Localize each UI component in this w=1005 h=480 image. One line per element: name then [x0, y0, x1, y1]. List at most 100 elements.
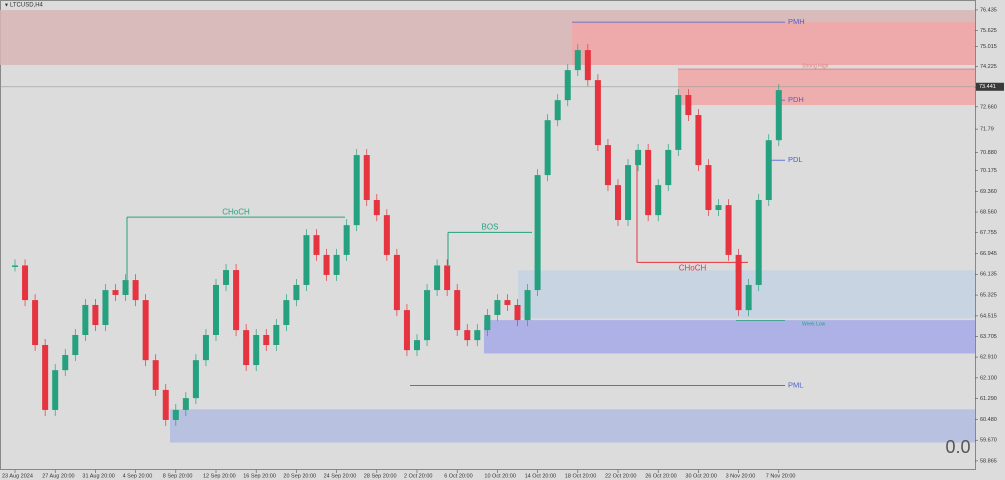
price-bar: [102, 290, 109, 325]
structure-label: CHoCH: [222, 207, 250, 216]
x-tick-label: 28 Sep 20:00: [364, 473, 397, 479]
price-bar: [675, 95, 682, 150]
x-tick-label: 2 Oct 20:00: [404, 473, 432, 479]
price-bar: [635, 149, 642, 166]
price-bar: [32, 300, 39, 346]
price-bar: [454, 290, 461, 331]
price-bar: [363, 155, 370, 200]
x-tick-label: 22 Oct 20:00: [605, 473, 637, 479]
price-bar: [444, 265, 451, 291]
price-bar: [434, 265, 441, 291]
current-price-label: 73.441: [979, 84, 996, 90]
price-bar: [705, 165, 712, 210]
x-tick-label: 26 Oct 20:00: [645, 473, 677, 479]
price-bar: [283, 300, 290, 325]
price-bar: [775, 90, 782, 141]
y-tick-label: 69.360: [980, 189, 997, 195]
price-bar: [223, 270, 230, 285]
y-tick-label: 71.79: [980, 127, 994, 133]
zone: [170, 409, 975, 443]
y-tick-label: 70.880: [980, 150, 997, 156]
price-bar: [584, 50, 591, 81]
indicator-value: 0.0: [945, 437, 970, 457]
current-price-box: [976, 82, 1004, 91]
x-tick-label: 24 Sep 20:00: [324, 473, 357, 479]
x-tick-label: 8 Sep 20:00: [163, 473, 193, 479]
x-tick-label: 27 Aug 20:00: [42, 473, 74, 479]
price-bar: [202, 334, 209, 361]
price-bar: [383, 215, 390, 255]
x-tick-label: 7 Nov 20:00: [766, 473, 796, 479]
price-bar: [494, 300, 501, 315]
y-tick-label: 66.135: [980, 272, 997, 278]
price-bar: [323, 254, 330, 275]
level-label: PDH: [788, 95, 804, 104]
price-bar: [52, 370, 59, 410]
price-bar: [765, 140, 772, 200]
level-label: PDL: [788, 155, 803, 164]
price-bar: [524, 290, 531, 321]
zone: [572, 22, 975, 65]
y-tick-label: 75.015: [980, 44, 997, 50]
y-tick-label: 65.325: [980, 293, 997, 299]
price-bar: [655, 185, 662, 216]
price-bar: [92, 304, 99, 325]
level-label: PML: [788, 381, 803, 390]
chart-title: LTCUSD,H4: [10, 3, 44, 9]
price-bar: [665, 149, 672, 186]
price-bar: [755, 199, 762, 285]
zone: [484, 320, 975, 354]
plot-frame: [0, 0, 976, 470]
price-bar: [735, 254, 742, 311]
price-bar: [12, 265, 18, 267]
price-bar: [424, 290, 431, 341]
y-tick-label: 64.515: [980, 313, 997, 319]
x-tick-label: 30 Oct 20:00: [685, 473, 717, 479]
structure-label: BOS: [482, 222, 499, 231]
price-bar: [343, 225, 350, 255]
title-arrow: ▼: [4, 2, 9, 8]
price-bar: [62, 355, 69, 371]
price-bar: [403, 310, 410, 351]
price-bar: [464, 330, 471, 341]
price-bar: [574, 50, 581, 71]
price-bar: [594, 80, 601, 146]
price-bar: [645, 149, 652, 216]
y-tick-label: 63.705: [980, 334, 997, 340]
price-bar: [554, 100, 561, 121]
price-bar: [213, 284, 219, 335]
price-bar: [564, 70, 571, 101]
structure-label: CHoCH: [679, 263, 707, 272]
price-bar: [604, 145, 611, 186]
x-tick-label: 23 Aug 2024: [2, 473, 33, 479]
price-bar: [72, 334, 79, 356]
price-bar: [142, 300, 149, 361]
price-bar: [273, 324, 280, 346]
y-tick-label: 62.910: [980, 355, 997, 361]
y-tick-label: 70.175: [980, 168, 997, 174]
price-bar: [685, 95, 692, 116]
y-tick-label: 58.865: [980, 458, 997, 464]
level-label: Strong High: [802, 63, 829, 69]
x-tick-label: 12 Sep 20:00: [203, 473, 236, 479]
price-bar: [253, 334, 260, 366]
y-tick-label: 61.290: [980, 396, 997, 402]
x-tick-label: 20 Sep 20:00: [283, 473, 316, 479]
price-bar: [293, 284, 300, 301]
price-bar: [172, 409, 179, 420]
x-tick-label: 31 Aug 20:00: [82, 473, 114, 479]
y-tick-label: 60.480: [980, 417, 997, 423]
price-bar: [474, 330, 481, 341]
x-tick-label: 18 Oct 20:00: [565, 473, 597, 479]
price-bar: [192, 360, 199, 399]
price-bar: [625, 165, 632, 221]
x-tick-label: 16 Sep 20:00: [243, 473, 276, 479]
x-tick-label: 6 Oct 20:00: [444, 473, 472, 479]
price-bar: [393, 254, 400, 311]
price-bar: [182, 398, 189, 410]
price-bar: [484, 314, 491, 331]
x-tick-label: 4 Sep 20:00: [123, 473, 153, 479]
price-bar: [263, 334, 270, 346]
price-bar: [162, 389, 169, 420]
